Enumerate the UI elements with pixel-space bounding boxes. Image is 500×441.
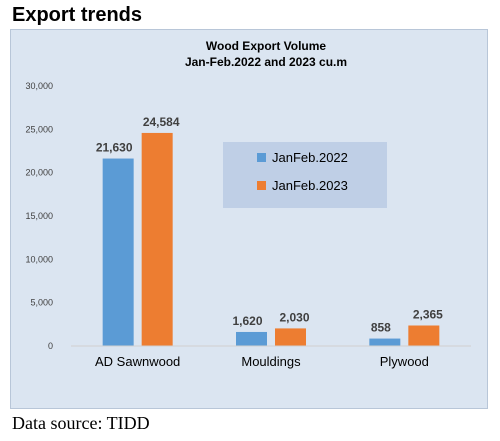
y-axis: 0 5,000 10,000 15,000 20,000 25,000 30,000 xyxy=(25,81,53,351)
y-tick-label: 30,000 xyxy=(25,81,53,91)
bar-ad-sawnwood-2022 xyxy=(102,158,134,346)
y-tick-label: 5,000 xyxy=(30,298,53,308)
bar-mouldings-2022 xyxy=(236,331,267,346)
y-tick-label: 10,000 xyxy=(25,254,53,264)
data-source: Data source: TIDD xyxy=(12,413,150,433)
y-tick-label: 15,000 xyxy=(25,211,53,221)
y-tick-label: 25,000 xyxy=(25,124,53,134)
data-label: 21,630 xyxy=(96,141,133,155)
x-axis: AD Sawnwood Mouldings Plywood xyxy=(71,345,471,369)
data-label: 24,584 xyxy=(143,115,180,129)
chart-title: Wood Export Volume xyxy=(206,39,327,53)
legend: JanFeb.2022 JanFeb.2023 xyxy=(223,142,387,208)
chart-frame: Wood Export Volume Jan-Feb.2022 and 2023… xyxy=(10,29,488,409)
legend-swatch xyxy=(257,181,266,190)
legend-label: JanFeb.2022 xyxy=(272,150,348,165)
bars: 21,630 24,584 1,620 2,030 858 2,365 xyxy=(96,115,443,346)
legend-box xyxy=(223,142,387,208)
bar-mouldings-2023 xyxy=(275,328,306,346)
bar-chart: Wood Export Volume Jan-Feb.2022 and 2023… xyxy=(25,39,471,369)
page-heading: Export trends xyxy=(12,4,143,26)
bar-plywood-2022 xyxy=(369,338,401,346)
category-label: Mouldings xyxy=(241,354,301,369)
bar-ad-sawnwood-2023 xyxy=(141,132,173,346)
chart-subtitle: Jan-Feb.2022 and 2023 cu.m xyxy=(185,55,347,69)
data-label: 858 xyxy=(371,321,391,335)
y-tick-label: 20,000 xyxy=(25,168,53,178)
y-tick-label: 0 xyxy=(48,341,53,351)
data-label: 1,620 xyxy=(232,314,262,328)
bar-plywood-2023 xyxy=(408,325,440,346)
category-label: AD Sawnwood xyxy=(95,354,180,369)
legend-label: JanFeb.2023 xyxy=(272,178,348,193)
data-label: 2,030 xyxy=(279,310,309,324)
legend-swatch xyxy=(257,153,266,162)
category-label: Plywood xyxy=(380,354,429,369)
data-label: 2,365 xyxy=(413,308,443,322)
